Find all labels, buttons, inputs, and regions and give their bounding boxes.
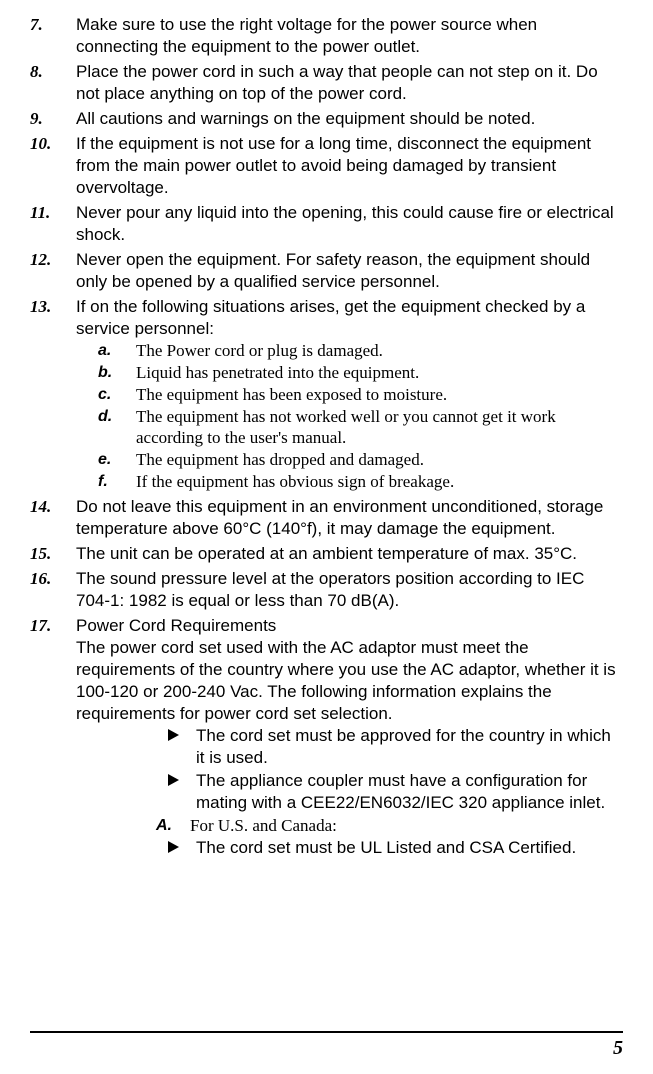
list-item: 11. Never pour any liquid into the openi…	[30, 202, 623, 246]
list-item: 10. If the equipment is not use for a lo…	[30, 133, 623, 199]
sub-letter: d.	[98, 406, 136, 448]
bullet-text: The appliance coupler must have a config…	[196, 770, 623, 814]
item-number: 9.	[30, 108, 76, 130]
sub-letter: c.	[98, 384, 136, 405]
sub-item: e. The equipment has dropped and damaged…	[98, 449, 623, 470]
sub-text: The Power cord or plug is damaged.	[136, 340, 623, 361]
item-number: 17.	[30, 615, 76, 860]
item-number: 8.	[30, 61, 76, 105]
item-body: The power cord set used with the AC adap…	[76, 638, 616, 723]
list-item: 14. Do not leave this equipment in an en…	[30, 496, 623, 540]
item-title: Power Cord Requirements	[76, 616, 276, 635]
item-text: The unit can be operated at an ambient t…	[76, 543, 623, 565]
manual-page: 7. Make sure to use the right voltage fo…	[0, 0, 653, 1074]
region-item: A. For U.S. and Canada:	[156, 815, 623, 836]
page-footer: 5	[30, 1031, 623, 1060]
item-number: 10.	[30, 133, 76, 199]
item-text: Never pour any liquid into the opening, …	[76, 202, 623, 246]
list-item: 15. The unit can be operated at an ambie…	[30, 543, 623, 565]
sub-text: Liquid has penetrated into the equipment…	[136, 362, 623, 383]
item-text: Place the power cord in such a way that …	[76, 61, 623, 105]
bullet-item: The cord set must be approved for the co…	[168, 725, 623, 769]
sub-letter: e.	[98, 449, 136, 470]
list-item: 7. Make sure to use the right voltage fo…	[30, 14, 623, 58]
safety-list: 7. Make sure to use the right voltage fo…	[30, 14, 623, 860]
item-text: The sound pressure level at the operator…	[76, 568, 623, 612]
item-text: Power Cord Requirements The power cord s…	[76, 615, 623, 860]
sub-text: The equipment has been exposed to moistu…	[136, 384, 623, 405]
item-text: Make sure to use the right voltage for t…	[76, 14, 623, 58]
item-number: 12.	[30, 249, 76, 293]
region-letter: A.	[156, 815, 190, 836]
sub-text: The equipment has not worked well or you…	[136, 406, 623, 448]
sub-item: b. Liquid has penetrated into the equipm…	[98, 362, 623, 383]
item-number: 16.	[30, 568, 76, 612]
bullet-text: The cord set must be approved for the co…	[196, 725, 623, 769]
sub-text: If the equipment has obvious sign of bre…	[136, 471, 623, 492]
page-number: 5	[613, 1037, 623, 1059]
sub-item: f. If the equipment has obvious sign of …	[98, 471, 623, 492]
sub-letter: f.	[98, 471, 136, 492]
sub-letter: a.	[98, 340, 136, 361]
item-text: If the equipment is not use for a long t…	[76, 133, 623, 199]
list-item: 13. If on the following situations arise…	[30, 296, 623, 493]
item-text: Do not leave this equipment in an enviro…	[76, 496, 623, 540]
bullet-item: The appliance coupler must have a config…	[168, 770, 623, 814]
list-item: 16. The sound pressure level at the oper…	[30, 568, 623, 612]
item-text: If on the following situations arises, g…	[76, 296, 623, 493]
item-number: 11.	[30, 202, 76, 246]
item-text-span: If on the following situations arises, g…	[76, 297, 585, 338]
list-item: 12. Never open the equipment. For safety…	[30, 249, 623, 293]
sub-item: c. The equipment has been exposed to moi…	[98, 384, 623, 405]
item-number: 14.	[30, 496, 76, 540]
sub-letter: b.	[98, 362, 136, 383]
item-number: 13.	[30, 296, 76, 493]
region-text: For U.S. and Canada:	[190, 815, 623, 836]
item-text: All cautions and warnings on the equipme…	[76, 108, 623, 130]
item-number: 15.	[30, 543, 76, 565]
arrow-icon	[168, 837, 196, 859]
sub-text: The equipment has dropped and damaged.	[136, 449, 623, 470]
bullet-text: The cord set must be UL Listed and CSA C…	[196, 837, 623, 859]
bullet-item: The cord set must be UL Listed and CSA C…	[168, 837, 623, 859]
item-number: 7.	[30, 14, 76, 58]
arrow-icon	[168, 770, 196, 814]
list-item: 17. Power Cord Requirements The power co…	[30, 615, 623, 860]
arrow-icon	[168, 725, 196, 769]
list-item: 9. All cautions and warnings on the equi…	[30, 108, 623, 130]
item-text: Never open the equipment. For safety rea…	[76, 249, 623, 293]
sub-item: d. The equipment has not worked well or …	[98, 406, 623, 448]
sub-item: a. The Power cord or plug is damaged.	[98, 340, 623, 361]
list-item: 8. Place the power cord in such a way th…	[30, 61, 623, 105]
